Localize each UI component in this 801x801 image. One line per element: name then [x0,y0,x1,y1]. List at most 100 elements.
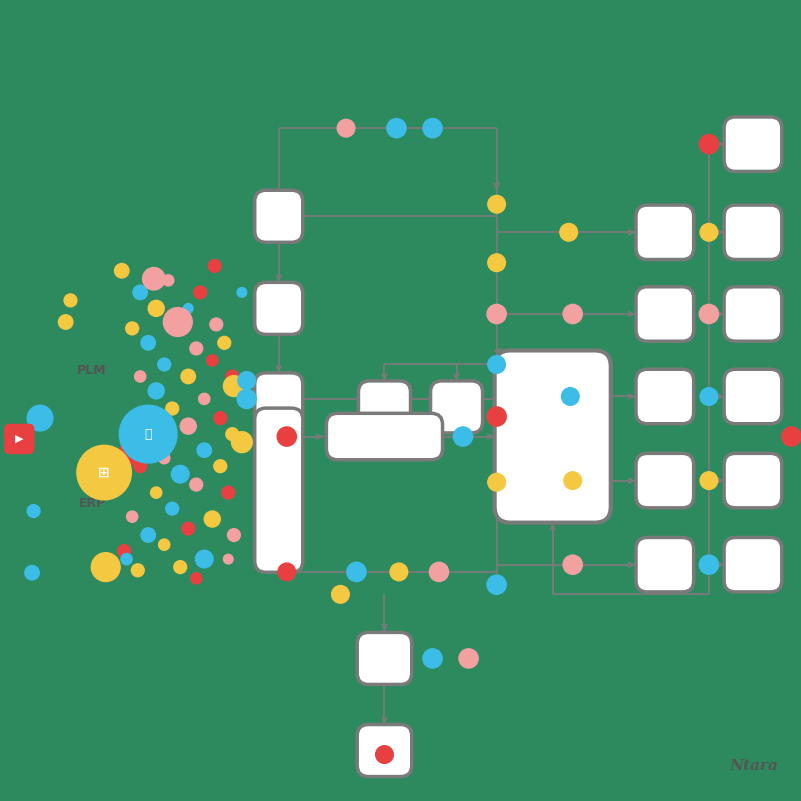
Circle shape [488,473,505,491]
FancyBboxPatch shape [724,205,782,260]
Circle shape [238,372,256,389]
Circle shape [278,563,296,581]
FancyBboxPatch shape [359,381,410,433]
Circle shape [133,285,147,300]
Circle shape [429,562,449,582]
Circle shape [231,432,252,453]
Text: ▶: ▶ [15,434,23,444]
Circle shape [332,586,349,603]
Circle shape [563,555,582,574]
Circle shape [487,575,506,594]
Circle shape [135,371,146,382]
Circle shape [126,322,139,335]
FancyBboxPatch shape [255,191,303,242]
Circle shape [64,294,77,307]
FancyBboxPatch shape [724,537,782,592]
Circle shape [141,336,155,350]
Circle shape [194,286,207,299]
Circle shape [277,427,296,446]
FancyBboxPatch shape [357,724,412,777]
FancyBboxPatch shape [636,453,694,508]
Circle shape [195,550,213,568]
FancyBboxPatch shape [636,537,694,592]
Circle shape [131,564,144,577]
Circle shape [487,407,506,426]
Circle shape [564,472,582,489]
Circle shape [91,553,120,582]
Circle shape [163,275,174,286]
Circle shape [183,304,193,313]
FancyBboxPatch shape [636,287,694,341]
Circle shape [488,356,505,373]
Circle shape [190,478,203,491]
Circle shape [190,342,203,355]
Circle shape [563,304,582,324]
Circle shape [199,393,210,405]
Circle shape [423,649,442,668]
Circle shape [218,336,231,349]
Circle shape [423,119,442,138]
Circle shape [120,436,149,465]
Circle shape [158,358,171,371]
Circle shape [488,254,505,272]
Circle shape [27,505,40,517]
Circle shape [700,388,718,405]
Circle shape [118,545,131,557]
Circle shape [141,528,155,542]
Circle shape [453,427,473,446]
Circle shape [337,119,355,137]
Circle shape [459,649,478,668]
Circle shape [148,383,164,399]
FancyBboxPatch shape [357,633,412,684]
Circle shape [700,223,718,241]
Circle shape [207,355,218,366]
Circle shape [182,522,195,535]
Circle shape [180,418,196,434]
Circle shape [782,427,801,446]
FancyBboxPatch shape [636,369,694,424]
Circle shape [223,554,233,564]
FancyBboxPatch shape [431,381,482,433]
Circle shape [223,376,244,396]
FancyBboxPatch shape [724,117,782,171]
FancyBboxPatch shape [255,408,303,572]
Circle shape [27,405,53,431]
Circle shape [119,405,177,463]
Circle shape [151,487,162,498]
Circle shape [222,486,235,499]
Circle shape [390,563,408,581]
FancyBboxPatch shape [255,373,303,425]
Circle shape [700,472,718,489]
Circle shape [214,412,227,425]
Text: PLM: PLM [78,364,107,376]
Circle shape [204,511,220,527]
Circle shape [487,304,506,324]
Text: ⊞: ⊞ [99,465,110,480]
FancyBboxPatch shape [724,453,782,508]
Circle shape [226,370,239,383]
Circle shape [181,369,195,384]
Circle shape [159,453,170,464]
Circle shape [142,436,155,449]
Circle shape [163,308,192,336]
Circle shape [347,562,366,582]
Circle shape [237,288,247,297]
Circle shape [191,573,202,584]
Circle shape [562,388,579,405]
Text: Ntara: Ntara [729,759,778,773]
FancyBboxPatch shape [724,287,782,341]
Circle shape [127,413,138,424]
Circle shape [171,465,189,483]
Circle shape [387,119,406,138]
Circle shape [58,315,73,329]
Circle shape [77,445,131,500]
FancyBboxPatch shape [4,424,34,454]
Circle shape [175,323,186,334]
Circle shape [699,304,718,324]
Circle shape [214,460,227,473]
Circle shape [134,460,147,473]
Circle shape [227,529,240,541]
Circle shape [237,389,256,409]
Circle shape [376,746,393,763]
Circle shape [208,260,221,272]
